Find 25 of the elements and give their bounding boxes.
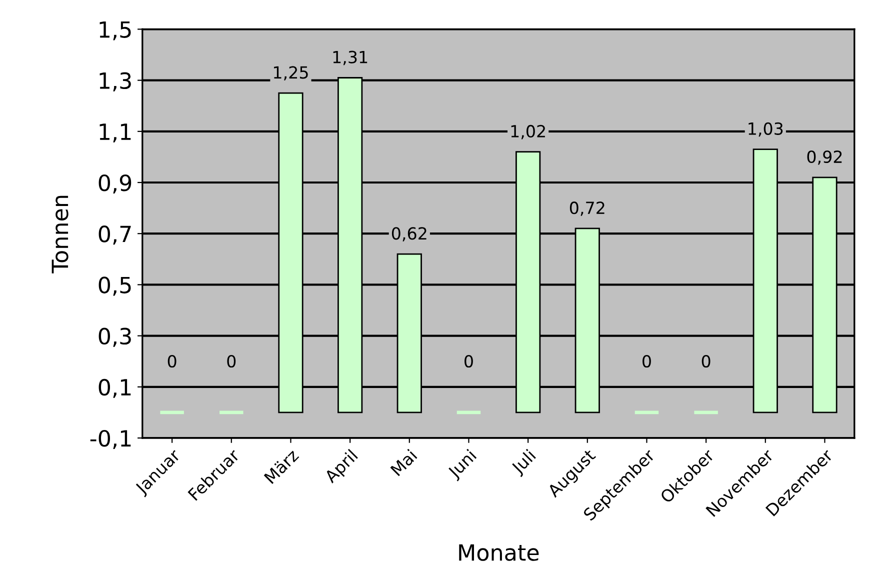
data-label: 0 bbox=[702, 354, 710, 368]
x-tick-label: Juli bbox=[510, 448, 538, 478]
data-label: 1,25 bbox=[274, 66, 308, 80]
data-label: 0,72 bbox=[570, 202, 604, 216]
data-label: 1,31 bbox=[333, 50, 368, 66]
x-axis-title: Monate bbox=[459, 544, 539, 561]
data-label: 0 bbox=[227, 354, 236, 368]
data-label: 0 bbox=[464, 354, 473, 368]
data-label: 1,02 bbox=[511, 124, 545, 140]
data-label: 0,62 bbox=[392, 227, 426, 242]
x-tick-label: Mai bbox=[390, 448, 418, 476]
data-label: 0 bbox=[168, 354, 176, 368]
y-tick-label: 0,7 bbox=[98, 226, 131, 245]
data-label: 0,92 bbox=[807, 150, 842, 165]
y-tick-label: 0,1 bbox=[98, 378, 131, 398]
data-label: 0 bbox=[642, 354, 651, 368]
y-tick-label: 0,5 bbox=[98, 276, 131, 296]
y-tick-label: 0,3 bbox=[98, 328, 131, 347]
y-axis-title: Tonnen bbox=[52, 196, 68, 274]
y-tick-label: 1,5 bbox=[100, 21, 131, 40]
y-tick-label: 0,9 bbox=[98, 174, 132, 194]
y-tick-label: -0,1 bbox=[90, 430, 131, 450]
y-tick-label: 1,1 bbox=[100, 124, 131, 142]
y-tick-label: 1,3 bbox=[100, 72, 131, 92]
data-label: 1,03 bbox=[748, 122, 783, 137]
